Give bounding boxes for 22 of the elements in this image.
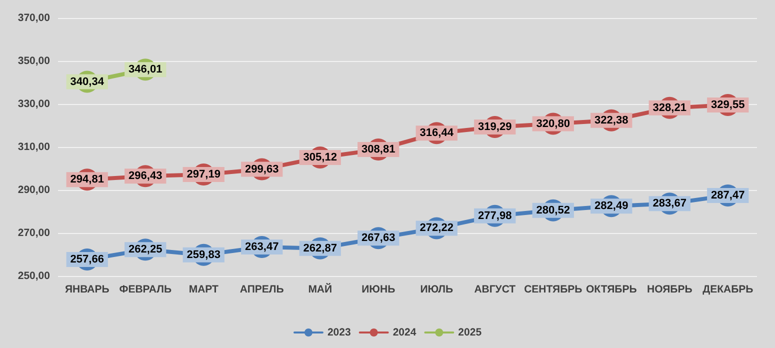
y-tick-label: 370,00 [18,12,50,24]
x-tick-label: МАРТ [188,284,220,296]
x-tick-label: НОЯБРЬ [646,284,693,296]
x-tick-label: ИЮЛЬ [420,284,454,296]
x-tick-label: ОКТЯБРЬ [586,284,638,296]
y-tick-label: 330,00 [18,98,50,110]
x-tick-label: МАЙ [308,282,332,296]
x-tick-label: ФЕВРАЛЬ [119,284,172,296]
y-tick-label: 290,00 [18,184,50,196]
x-tick-label: СЕНТЯБРЬ [524,284,583,296]
x-tick-label: ЯНВАРЬ [64,284,110,296]
legend-label: 2025 [458,326,482,338]
y-tick-label: 250,00 [18,270,50,282]
x-tick-label: АВГУСТ [474,284,516,296]
x-tick-label: АПРЕЛЬ [240,284,284,296]
legend-label: 2024 [392,326,416,338]
legend-label: 2023 [327,326,351,338]
y-tick-label: 310,00 [18,141,50,153]
y-tick-label: 350,00 [18,55,50,67]
x-tick-label: ИЮНЬ [362,284,396,296]
y-tick-label: 270,00 [18,227,50,239]
x-tick-label: ДЕКАБРЬ [702,284,754,296]
